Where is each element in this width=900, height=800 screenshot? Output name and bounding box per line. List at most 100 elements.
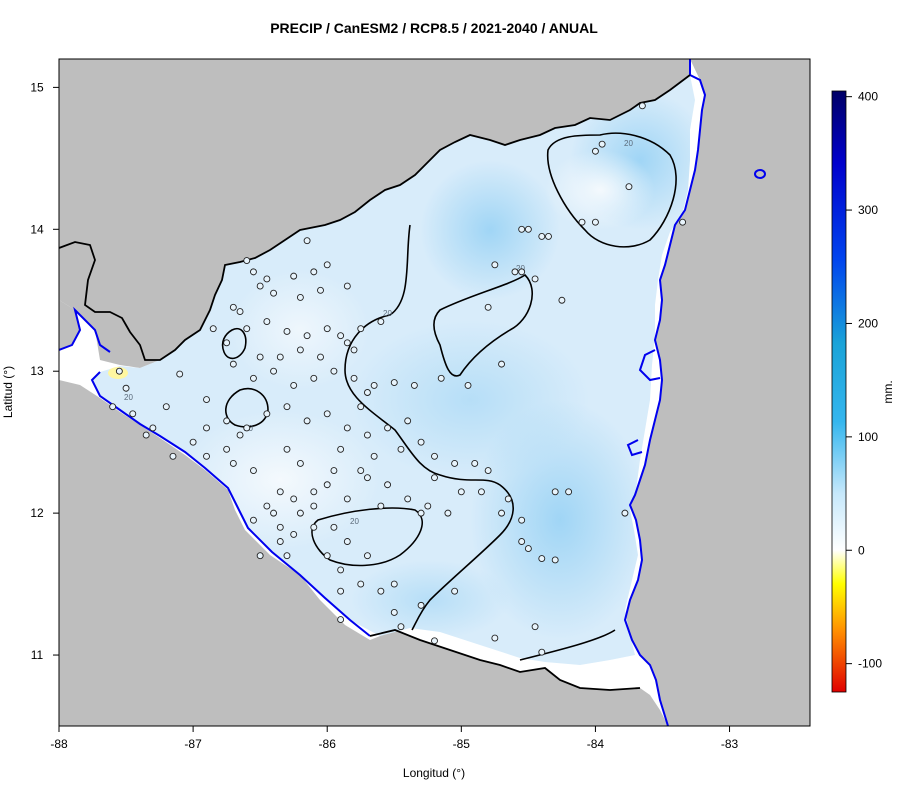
station-marker	[243, 424, 251, 432]
station-marker	[551, 556, 559, 564]
station-marker	[310, 502, 318, 510]
station-marker	[457, 488, 465, 496]
station-marker	[330, 367, 338, 375]
x-tick-label: -86	[319, 737, 337, 751]
station-marker	[243, 325, 251, 333]
coastline	[59, 59, 766, 726]
station-marker	[397, 445, 405, 453]
station-marker	[390, 580, 398, 588]
station-marker	[343, 282, 351, 290]
colorbar-tick-label: 200	[858, 316, 878, 330]
station-marker	[290, 272, 298, 280]
station-marker	[437, 374, 445, 382]
station-marker	[410, 381, 418, 389]
station-marker	[263, 275, 271, 283]
station-marker	[122, 384, 130, 392]
station-marker	[337, 587, 345, 595]
station-marker	[679, 218, 687, 226]
station-marker	[343, 538, 351, 545]
station-marker	[504, 495, 512, 503]
station-marker	[518, 268, 526, 276]
station-marker	[370, 452, 378, 460]
costa-rica-land	[59, 380, 668, 726]
station-marker	[209, 325, 217, 333]
y-tick-label: 15	[30, 80, 44, 94]
station-marker	[323, 481, 331, 489]
station-marker	[390, 609, 398, 616]
station-marker	[317, 286, 324, 294]
station-marker	[129, 410, 137, 418]
svg-text:20: 20	[383, 309, 392, 318]
station-marker	[538, 555, 546, 562]
station-marker	[531, 623, 539, 631]
station-marker	[263, 318, 271, 325]
station-marker	[276, 523, 284, 531]
map-title: PRECIP / CanESM2 / RCP8.5 / 2021-2040 / …	[270, 20, 598, 36]
y-tick-label: 13	[30, 364, 44, 378]
station-marker	[270, 509, 278, 517]
country-border	[59, 74, 691, 691]
station-marker	[250, 374, 257, 382]
station-marker	[363, 389, 371, 396]
station-marker	[551, 488, 559, 496]
x-tick-label: -87	[184, 737, 202, 751]
station-marker	[283, 552, 291, 560]
station-marker	[357, 403, 365, 411]
colorbar-tick-label: 400	[858, 90, 878, 104]
station-marker	[625, 183, 633, 191]
station-marker	[377, 318, 385, 325]
station-marker	[337, 332, 345, 340]
station-marker	[176, 370, 184, 378]
station-marker	[417, 509, 425, 517]
map-panel: 20 20 20 20 20 20 20	[59, 59, 810, 726]
station-marker	[377, 502, 385, 510]
station-marker	[290, 530, 298, 538]
station-marker	[337, 616, 345, 624]
station-marker	[330, 523, 338, 531]
station-marker	[256, 353, 264, 361]
station-marker	[431, 637, 438, 645]
station-marker	[431, 452, 438, 460]
station-marker	[471, 460, 479, 467]
station-marker	[484, 467, 492, 475]
station-marker	[149, 424, 157, 432]
station-marker	[484, 303, 492, 311]
station-marker	[424, 502, 432, 510]
station-marker	[638, 102, 646, 110]
station-marker	[363, 552, 371, 560]
station-marker	[531, 275, 539, 283]
station-marker	[343, 424, 351, 432]
station-marker	[283, 403, 291, 411]
station-marker	[390, 379, 398, 387]
station-marker	[498, 360, 506, 368]
station-marker	[404, 495, 412, 503]
station-marker	[283, 328, 291, 335]
station-marker	[417, 438, 425, 446]
station-marker	[491, 634, 499, 642]
station-marker	[310, 488, 318, 496]
station-marker	[397, 623, 405, 631]
colorbar-tick-label: -100	[858, 657, 882, 671]
svg-text:20: 20	[516, 264, 525, 273]
station-marker	[310, 374, 318, 382]
x-axis: -88 -87 -86 -85 -84 -83	[50, 726, 739, 751]
station-markers	[109, 102, 687, 656]
station-marker	[524, 225, 532, 233]
station-marker	[384, 481, 392, 489]
station-marker	[377, 587, 385, 595]
station-marker	[223, 445, 231, 453]
station-marker	[343, 339, 351, 347]
y-axis: 11 12 13 14 15	[30, 80, 59, 662]
station-marker	[296, 346, 304, 354]
station-marker	[404, 417, 412, 425]
colorbar-tick-label: 300	[858, 203, 878, 217]
svg-text:20: 20	[624, 139, 633, 148]
y-tick-label: 12	[30, 506, 44, 520]
station-marker	[323, 552, 331, 560]
station-marker	[256, 282, 264, 290]
station-marker	[303, 237, 311, 245]
station-marker	[236, 431, 244, 439]
station-marker	[229, 303, 237, 311]
station-marker	[330, 467, 338, 475]
station-marker	[591, 218, 599, 226]
